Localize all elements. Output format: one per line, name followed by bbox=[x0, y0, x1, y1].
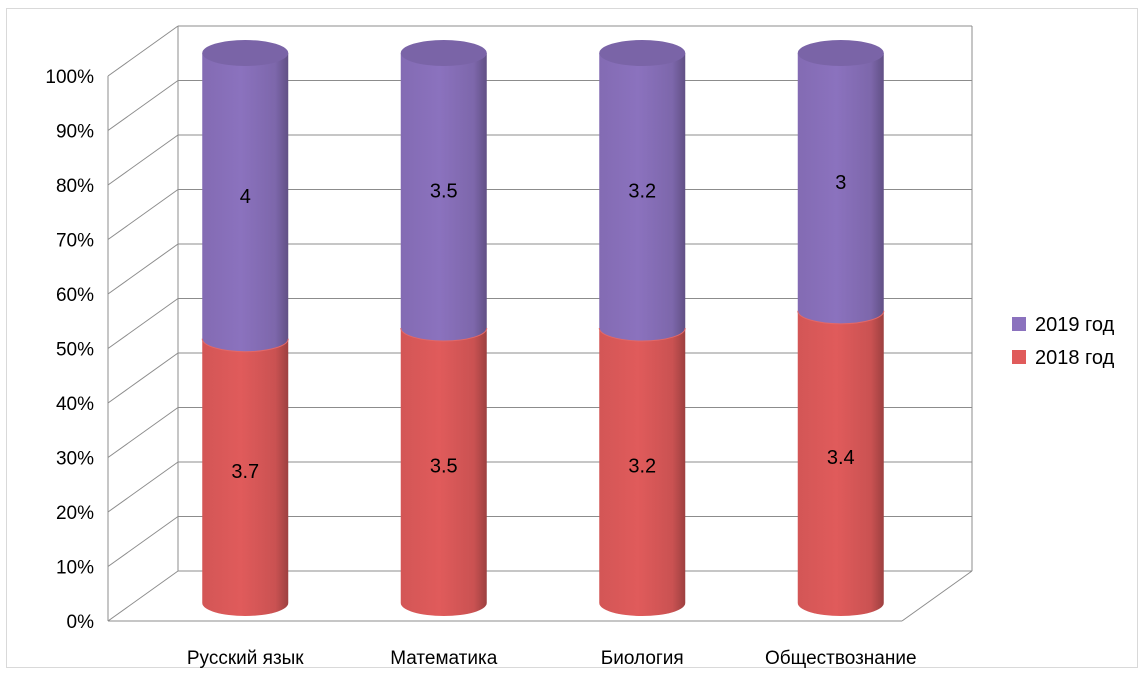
gridline-side bbox=[107, 25, 179, 77]
bar-segment bbox=[599, 53, 686, 341]
gridline-side bbox=[107, 461, 179, 513]
y-tick-label: 10% bbox=[56, 558, 94, 579]
legend-label: 2019 год bbox=[1035, 314, 1115, 336]
legend-swatch bbox=[1012, 350, 1026, 364]
y-tick-label: 70% bbox=[56, 231, 94, 252]
data-label: 3.5 bbox=[430, 181, 458, 203]
bar-top-cap bbox=[797, 40, 884, 66]
gridline-side bbox=[107, 407, 179, 458]
bar-segment bbox=[400, 53, 487, 341]
x-tick-label: Обществознание bbox=[765, 648, 917, 669]
data-label: 3.7 bbox=[231, 461, 259, 483]
data-label: 4 bbox=[240, 186, 251, 208]
segment-boundary bbox=[400, 327, 488, 342]
bar-segment bbox=[599, 328, 686, 616]
data-label: 3.5 bbox=[430, 456, 458, 478]
y-tick-label: 20% bbox=[56, 503, 94, 524]
segment-boundary bbox=[201, 338, 289, 353]
bar-top-cap bbox=[400, 40, 487, 66]
legend-swatch bbox=[1012, 317, 1026, 331]
y-tick-label: 60% bbox=[56, 285, 94, 306]
x-tick-label: Математика bbox=[390, 648, 498, 669]
bar-segment bbox=[202, 53, 289, 352]
gridline-side bbox=[107, 298, 179, 349]
y-tick-label: 80% bbox=[56, 176, 94, 197]
data-label: 3.2 bbox=[628, 456, 656, 478]
data-label: 3.2 bbox=[628, 181, 656, 203]
x-tick-label: Русский язык bbox=[187, 648, 304, 669]
y-tick-label: 90% bbox=[56, 122, 94, 143]
gridline-side bbox=[107, 189, 179, 240]
floor-right-edge bbox=[901, 570, 973, 622]
y-tick-label: 0% bbox=[67, 612, 95, 633]
y-tick-label: 50% bbox=[56, 340, 94, 361]
data-label: 3.4 bbox=[827, 447, 855, 469]
segment-boundary bbox=[598, 327, 686, 342]
bar-segment bbox=[400, 328, 487, 616]
y-tick-label: 100% bbox=[45, 67, 94, 88]
legend-label: 2018 год bbox=[1035, 347, 1115, 369]
gridline-side bbox=[107, 352, 179, 404]
data-label: 3 bbox=[835, 172, 846, 194]
gridline-side bbox=[107, 80, 179, 131]
bar-top-cap bbox=[202, 40, 289, 66]
gridline-side bbox=[107, 134, 179, 186]
bar-segment bbox=[797, 53, 884, 324]
bar-segment bbox=[797, 310, 884, 616]
gridline-side bbox=[107, 516, 179, 567]
gridline-side bbox=[107, 243, 179, 295]
y-tick-label: 40% bbox=[56, 394, 94, 415]
bar-segment bbox=[202, 338, 289, 616]
y-tick-label: 30% bbox=[56, 449, 94, 470]
bar-top-cap bbox=[599, 40, 686, 66]
segment-boundary bbox=[797, 310, 885, 325]
x-tick-label: Биология bbox=[601, 648, 684, 669]
gridline-side bbox=[107, 570, 179, 622]
chart-frame bbox=[6, 8, 1138, 668]
